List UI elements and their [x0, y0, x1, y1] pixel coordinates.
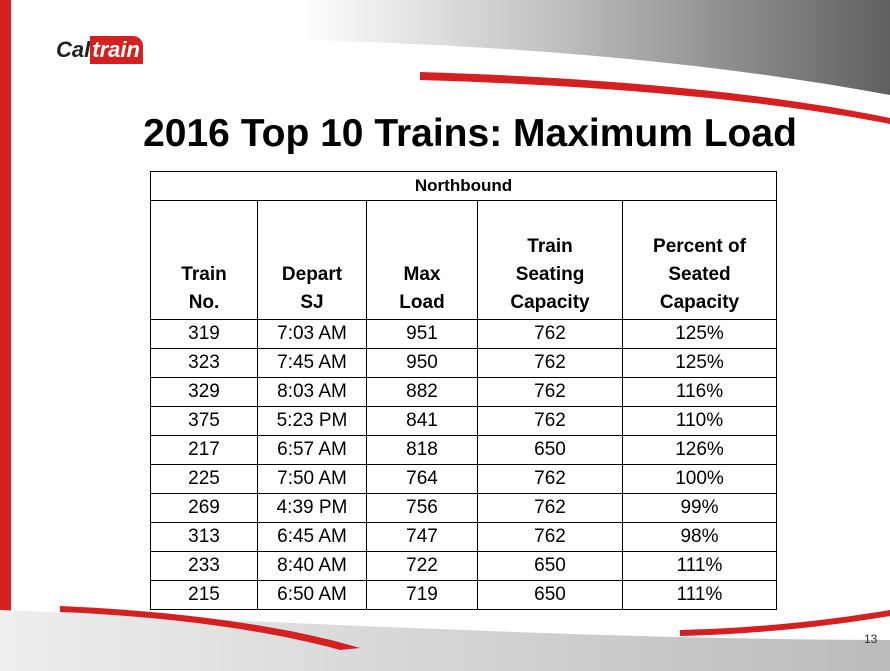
- column-header-line: Capacity: [659, 292, 740, 313]
- logo-text: Cal: [56, 37, 91, 62]
- table-cell: 722: [366, 551, 478, 581]
- table-cell: 4:39 PM: [257, 493, 367, 523]
- table-cell: 762: [477, 377, 623, 407]
- table-cell: 111%: [622, 551, 777, 581]
- column-header-line: Train: [181, 264, 227, 285]
- column-header-line: Train: [527, 236, 573, 257]
- logo: Cal train: [56, 36, 143, 64]
- column-header-line: Seating: [515, 264, 585, 285]
- table-cell: 225: [150, 464, 258, 494]
- table-cell: 764: [366, 464, 478, 494]
- table-cell: 329: [150, 377, 258, 407]
- table-cell: 8:40 AM: [257, 551, 367, 581]
- table-cell: 5:23 PM: [257, 406, 367, 436]
- column-header-line: Percent of: [653, 236, 746, 257]
- table-cell: 650: [477, 580, 623, 610]
- table-cell: 882: [366, 377, 478, 407]
- table-cell: 125%: [622, 319, 777, 349]
- logo-text: train: [90, 36, 143, 64]
- table-cell: 762: [477, 493, 623, 523]
- table-cell: 233: [150, 551, 258, 581]
- load-table: Northbound Train No. Depart SJ Max Load Train S…: [150, 171, 777, 610]
- table-row: 323 7:45 AM 950 762 125%: [150, 348, 777, 378]
- table-cell: 98%: [622, 522, 777, 552]
- table-cell: 719: [366, 580, 478, 610]
- table-cell: 375: [150, 406, 258, 436]
- table-cell: 818: [366, 435, 478, 465]
- table-cell: 747: [366, 522, 478, 552]
- table-cell: 6:50 AM: [257, 580, 367, 610]
- column-header: Percent of Seated Capacity: [622, 200, 777, 320]
- table-cell: 126%: [622, 435, 777, 465]
- table-cell: 650: [477, 551, 623, 581]
- table-cell: 323: [150, 348, 258, 378]
- page-number: 13: [864, 632, 878, 646]
- table-cell: 116%: [622, 377, 777, 407]
- column-header: Train No.: [150, 200, 258, 320]
- table-cell: 841: [366, 406, 478, 436]
- table-row: 225 7:50 AM 764 762 100%: [150, 464, 777, 494]
- table-cell: 110%: [622, 406, 777, 436]
- table-cell: 7:50 AM: [257, 464, 367, 494]
- table-cell: 762: [477, 406, 623, 436]
- column-header: Train Seating Capacity: [477, 200, 623, 320]
- column-header-line: SJ: [300, 292, 324, 313]
- table-cell: 215: [150, 580, 258, 610]
- table-cell: 756: [366, 493, 478, 523]
- table-cell: 762: [477, 319, 623, 349]
- table-cell: 7:03 AM: [257, 319, 367, 349]
- group-header: Northbound: [150, 171, 777, 201]
- column-header: Max Load: [366, 200, 478, 320]
- table-row: 269 4:39 PM 756 762 99%: [150, 493, 777, 523]
- column-header: Depart SJ: [257, 200, 367, 320]
- column-header-line: Capacity: [510, 292, 590, 313]
- column-header-line: Max: [403, 264, 441, 285]
- table-cell: 6:45 AM: [257, 522, 367, 552]
- table-cell: 125%: [622, 348, 777, 378]
- table-row: 329 8:03 AM 882 762 116%: [150, 377, 777, 407]
- table-row: 233 8:40 AM 722 650 111%: [150, 551, 777, 581]
- table-row: 313 6:45 AM 747 762 98%: [150, 522, 777, 552]
- table-cell: 313: [150, 522, 258, 552]
- slide-title: 2016 Top 10 Trains: Maximum Load: [143, 112, 797, 155]
- table-row: 319 7:03 AM 951 762 125%: [150, 319, 777, 349]
- column-header-line: Depart: [281, 264, 343, 285]
- table-row: 217 6:57 AM 818 650 126%: [150, 435, 777, 465]
- table-cell: 950: [366, 348, 478, 378]
- table-cell: 762: [477, 522, 623, 552]
- table-cell: 762: [477, 348, 623, 378]
- table-cell: 650: [477, 435, 623, 465]
- table-cell: 6:57 AM: [257, 435, 367, 465]
- table-row: 375 5:23 PM 841 762 110%: [150, 406, 777, 436]
- table-cell: 8:03 AM: [257, 377, 367, 407]
- table-cell: 100%: [622, 464, 777, 494]
- table-cell: 951: [366, 319, 478, 349]
- table-row: 215 6:50 AM 719 650 111%: [150, 580, 777, 610]
- table-cell: 111%: [622, 580, 777, 610]
- column-header-line: Load: [399, 292, 445, 313]
- table-cell: 7:45 AM: [257, 348, 367, 378]
- table-cell: 99%: [622, 493, 777, 523]
- column-header-line: No.: [188, 292, 220, 313]
- table-cell: 269: [150, 493, 258, 523]
- table-cell: 217: [150, 435, 258, 465]
- table-cell: 762: [477, 464, 623, 494]
- table-cell: 319: [150, 319, 258, 349]
- column-header-line: Seated: [668, 264, 731, 285]
